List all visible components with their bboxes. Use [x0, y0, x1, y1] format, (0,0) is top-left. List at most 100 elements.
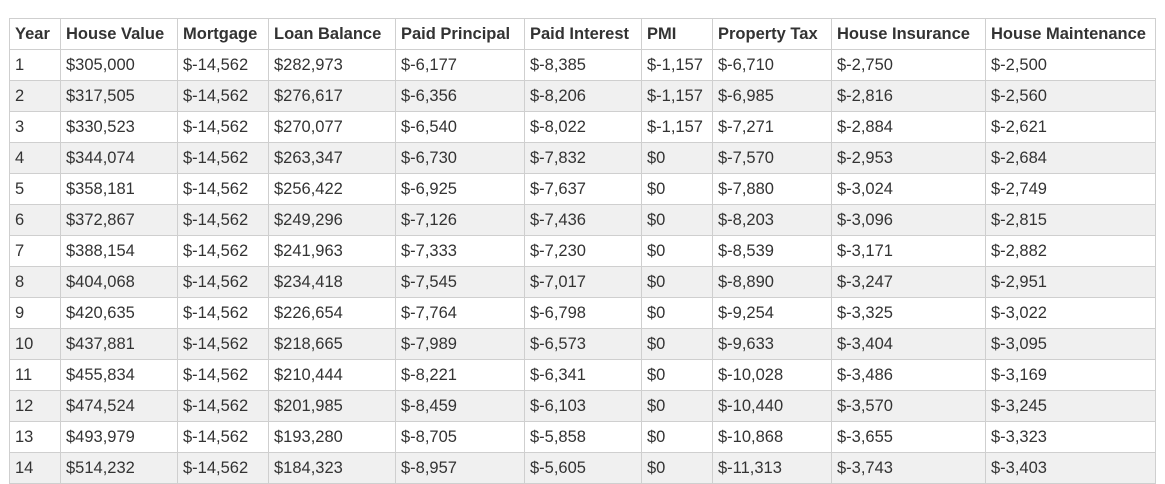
cell-house-insurance: $-3,024 — [831, 173, 986, 205]
cell-loan-balance: $249,296 — [268, 204, 396, 236]
cell-mortgage: $-14,562 — [177, 266, 269, 298]
cell-house-maintenance: $-2,815 — [985, 204, 1156, 236]
table-row: 11 $455,834 $-14,562 $210,444 $-8,221 $-6,341… — [9, 359, 1156, 391]
cell-pmi: $0 — [641, 359, 713, 391]
cell-year: 13 — [9, 421, 61, 453]
cell-pmi: $0 — [641, 204, 713, 236]
cell-house-insurance: $-2,750 — [831, 49, 986, 81]
cell-property-tax: $-10,440 — [712, 390, 832, 422]
cell-house-maintenance: $-3,403 — [985, 452, 1156, 484]
cell-property-tax: $-7,880 — [712, 173, 832, 205]
header-pmi: PMI — [641, 18, 713, 50]
cell-mortgage: $-14,562 — [177, 235, 269, 267]
cell-house-insurance: $-3,743 — [831, 452, 986, 484]
cell-house-insurance: $-3,486 — [831, 359, 986, 391]
header-property-tax: Property Tax — [712, 18, 832, 50]
cell-paid-interest: $-6,103 — [524, 390, 642, 422]
cell-house-insurance: $-3,247 — [831, 266, 986, 298]
cell-house-value: $344,074 — [60, 142, 178, 174]
cell-property-tax: $-7,271 — [712, 111, 832, 143]
cell-paid-principal: $-8,221 — [395, 359, 525, 391]
cell-mortgage: $-14,562 — [177, 421, 269, 453]
cell-mortgage: $-14,562 — [177, 452, 269, 484]
cell-mortgage: $-14,562 — [177, 49, 269, 81]
cell-paid-principal: $-6,730 — [395, 142, 525, 174]
cell-house-insurance: $-3,171 — [831, 235, 986, 267]
cell-paid-principal: $-6,540 — [395, 111, 525, 143]
cell-property-tax: $-10,868 — [712, 421, 832, 453]
header-paid-interest: Paid Interest — [524, 18, 642, 50]
cell-paid-principal: $-7,126 — [395, 204, 525, 236]
cell-paid-principal: $-7,333 — [395, 235, 525, 267]
cell-house-maintenance: $-2,621 — [985, 111, 1156, 143]
cell-house-maintenance: $-2,882 — [985, 235, 1156, 267]
cell-pmi: $0 — [641, 421, 713, 453]
cell-paid-interest: $-8,022 — [524, 111, 642, 143]
cell-paid-interest: $-8,385 — [524, 49, 642, 81]
cell-paid-principal: $-6,356 — [395, 80, 525, 112]
cell-pmi: $-1,157 — [641, 80, 713, 112]
cell-house-maintenance: $-3,323 — [985, 421, 1156, 453]
cell-house-maintenance: $-2,749 — [985, 173, 1156, 205]
cell-paid-interest: $-7,436 — [524, 204, 642, 236]
cell-paid-principal: $-6,925 — [395, 173, 525, 205]
cell-paid-interest: $-6,341 — [524, 359, 642, 391]
header-house-maintenance: House Maintenance — [985, 18, 1156, 50]
cell-house-insurance: $-3,570 — [831, 390, 986, 422]
cell-mortgage: $-14,562 — [177, 80, 269, 112]
cell-property-tax: $-8,890 — [712, 266, 832, 298]
amortization-table: Year House Value Mortgage Loan Balance P… — [9, 18, 1156, 484]
cell-pmi: $0 — [641, 142, 713, 174]
cell-year: 11 — [9, 359, 61, 391]
cell-house-maintenance: $-3,022 — [985, 297, 1156, 329]
cell-house-value: $330,523 — [60, 111, 178, 143]
table-row: 1 $305,000 $-14,562 $282,973 $-6,177 $-8,385 $… — [9, 49, 1156, 81]
header-mortgage: Mortgage — [177, 18, 269, 50]
cell-house-insurance: $-3,096 — [831, 204, 986, 236]
cell-paid-principal: $-7,545 — [395, 266, 525, 298]
cell-house-value: $317,505 — [60, 80, 178, 112]
cell-loan-balance: $263,347 — [268, 142, 396, 174]
cell-house-maintenance: $-2,951 — [985, 266, 1156, 298]
cell-loan-balance: $193,280 — [268, 421, 396, 453]
cell-year: 10 — [9, 328, 61, 360]
table-row: 14 $514,232 $-14,562 $184,323 $-8,957 $-5,605… — [9, 452, 1156, 484]
cell-house-value: $388,154 — [60, 235, 178, 267]
cell-loan-balance: $201,985 — [268, 390, 396, 422]
table-row: 4 $344,074 $-14,562 $263,347 $-6,730 $-7,832 $… — [9, 142, 1156, 174]
cell-house-value: $493,979 — [60, 421, 178, 453]
cell-loan-balance: $282,973 — [268, 49, 396, 81]
cell-pmi: $0 — [641, 297, 713, 329]
cell-paid-principal: $-6,177 — [395, 49, 525, 81]
cell-paid-interest: $-7,832 — [524, 142, 642, 174]
cell-loan-balance: $210,444 — [268, 359, 396, 391]
cell-paid-interest: $-6,573 — [524, 328, 642, 360]
cell-mortgage: $-14,562 — [177, 297, 269, 329]
cell-loan-balance: $218,665 — [268, 328, 396, 360]
table-row: 5 $358,181 $-14,562 $256,422 $-6,925 $-7,637 $… — [9, 173, 1156, 205]
cell-house-insurance: $-3,655 — [831, 421, 986, 453]
cell-pmi: $-1,157 — [641, 49, 713, 81]
table-row: 6 $372,867 $-14,562 $249,296 $-7,126 $-7,436 $… — [9, 204, 1156, 236]
cell-paid-principal: $-7,989 — [395, 328, 525, 360]
cell-mortgage: $-14,562 — [177, 142, 269, 174]
table-row: 9 $420,635 $-14,562 $226,654 $-7,764 $-6,798 $… — [9, 297, 1156, 329]
cell-paid-interest: $-8,206 — [524, 80, 642, 112]
cell-year: 7 — [9, 235, 61, 267]
cell-loan-balance: $184,323 — [268, 452, 396, 484]
cell-loan-balance: $276,617 — [268, 80, 396, 112]
cell-house-value: $437,881 — [60, 328, 178, 360]
cell-pmi: $0 — [641, 452, 713, 484]
cell-house-maintenance: $-3,245 — [985, 390, 1156, 422]
cell-loan-balance: $270,077 — [268, 111, 396, 143]
cell-year: 4 — [9, 142, 61, 174]
cell-paid-principal: $-7,764 — [395, 297, 525, 329]
cell-paid-principal: $-8,705 — [395, 421, 525, 453]
cell-paid-interest: $-7,017 — [524, 266, 642, 298]
cell-paid-interest: $-5,858 — [524, 421, 642, 453]
table-row: 7 $388,154 $-14,562 $241,963 $-7,333 $-7,230 $… — [9, 235, 1156, 267]
header-house-insurance: House Insurance — [831, 18, 986, 50]
cell-house-maintenance: $-2,500 — [985, 49, 1156, 81]
cell-property-tax: $-8,203 — [712, 204, 832, 236]
cell-year: 5 — [9, 173, 61, 205]
